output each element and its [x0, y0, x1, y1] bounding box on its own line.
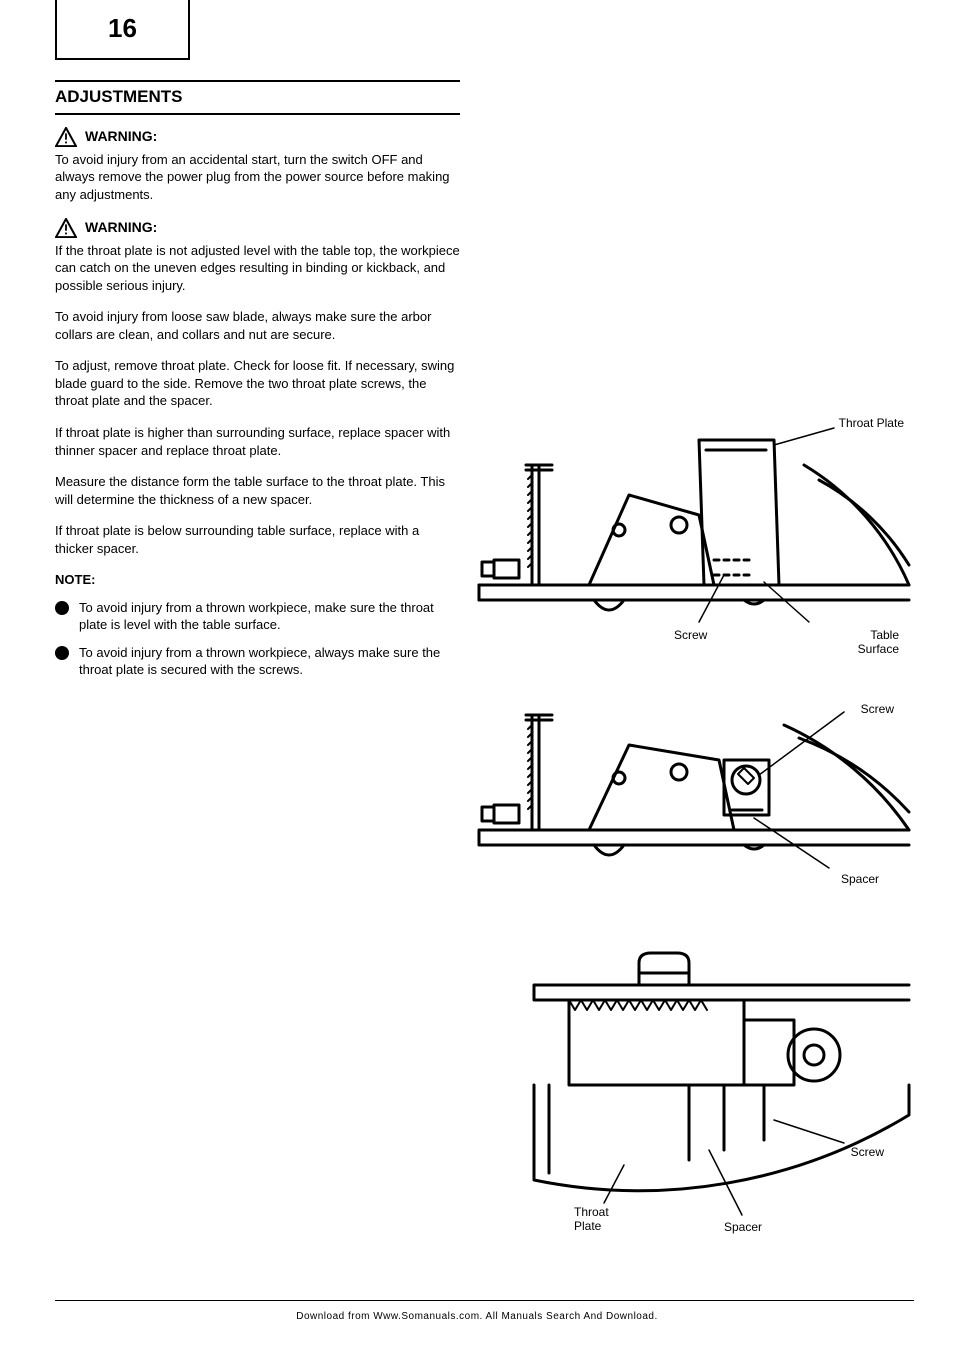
warning-label: WARNING:	[85, 218, 157, 237]
note-bullet: To avoid injury from a thrown workpiece,…	[55, 644, 460, 679]
fig2-label-screw: Screw	[861, 702, 894, 716]
footer-rule	[55, 1300, 914, 1301]
warning-label: WARNING:	[85, 127, 157, 146]
fig3-label-spacer: Spacer	[724, 1220, 762, 1234]
figure-2-svg	[474, 700, 914, 895]
body-paragraph: If throat plate is higher than surroundi…	[55, 424, 460, 459]
figure-1-svg	[474, 410, 914, 650]
page-number-box: 16	[55, 0, 190, 60]
text-column: ADJUSTMENTS WARNING: To avoid injury fro…	[55, 80, 460, 689]
note-bullet: To avoid injury from a thrown workpiece,…	[55, 599, 460, 634]
body-paragraph: To adjust, remove throat plate. Check fo…	[55, 357, 460, 410]
figure-1: Throat Plate Screw Table Surface	[474, 410, 914, 650]
body-paragraph: Measure the distance form the table surf…	[55, 473, 460, 508]
figure-2: Screw Spacer	[474, 700, 914, 895]
warning-text: To avoid injury from an accidental start…	[55, 151, 460, 204]
note-text: To avoid injury from a thrown workpiece,…	[79, 644, 460, 679]
body-paragraph: To avoid injury from loose saw blade, al…	[55, 308, 460, 343]
warning-icon	[55, 218, 77, 238]
note-label: NOTE:	[55, 572, 95, 587]
fig3-label-screw: Screw	[851, 1145, 884, 1159]
figure-3-svg	[474, 945, 914, 1245]
warning-block: WARNING:	[55, 127, 460, 147]
bullet-icon	[55, 646, 69, 660]
fig1-label-table-surface: Table Surface	[829, 628, 899, 657]
figure-3: Throat Plate Spacer Screw	[474, 945, 914, 1245]
fig2-label-spacer: Spacer	[841, 872, 879, 886]
page-number: 16	[108, 11, 137, 46]
warning-block: WARNING:	[55, 218, 460, 238]
footer-text: Download from Www.Somanuals.com. All Man…	[0, 1310, 954, 1324]
fig1-label-screw: Screw	[674, 628, 707, 642]
fig1-label-throat-plate: Throat Plate	[839, 416, 904, 430]
note-label-line: NOTE:	[55, 571, 460, 589]
note-text: To avoid injury from a thrown workpiece,…	[79, 599, 460, 634]
section-heading: ADJUSTMENTS	[55, 80, 460, 115]
warning-text: If the throat plate is not adjusted leve…	[55, 242, 460, 295]
fig3-label-throat-plate: Throat Plate	[574, 1205, 609, 1234]
warning-icon	[55, 127, 77, 147]
body-paragraph: If throat plate is below surrounding tab…	[55, 522, 460, 557]
bullet-icon	[55, 601, 69, 615]
